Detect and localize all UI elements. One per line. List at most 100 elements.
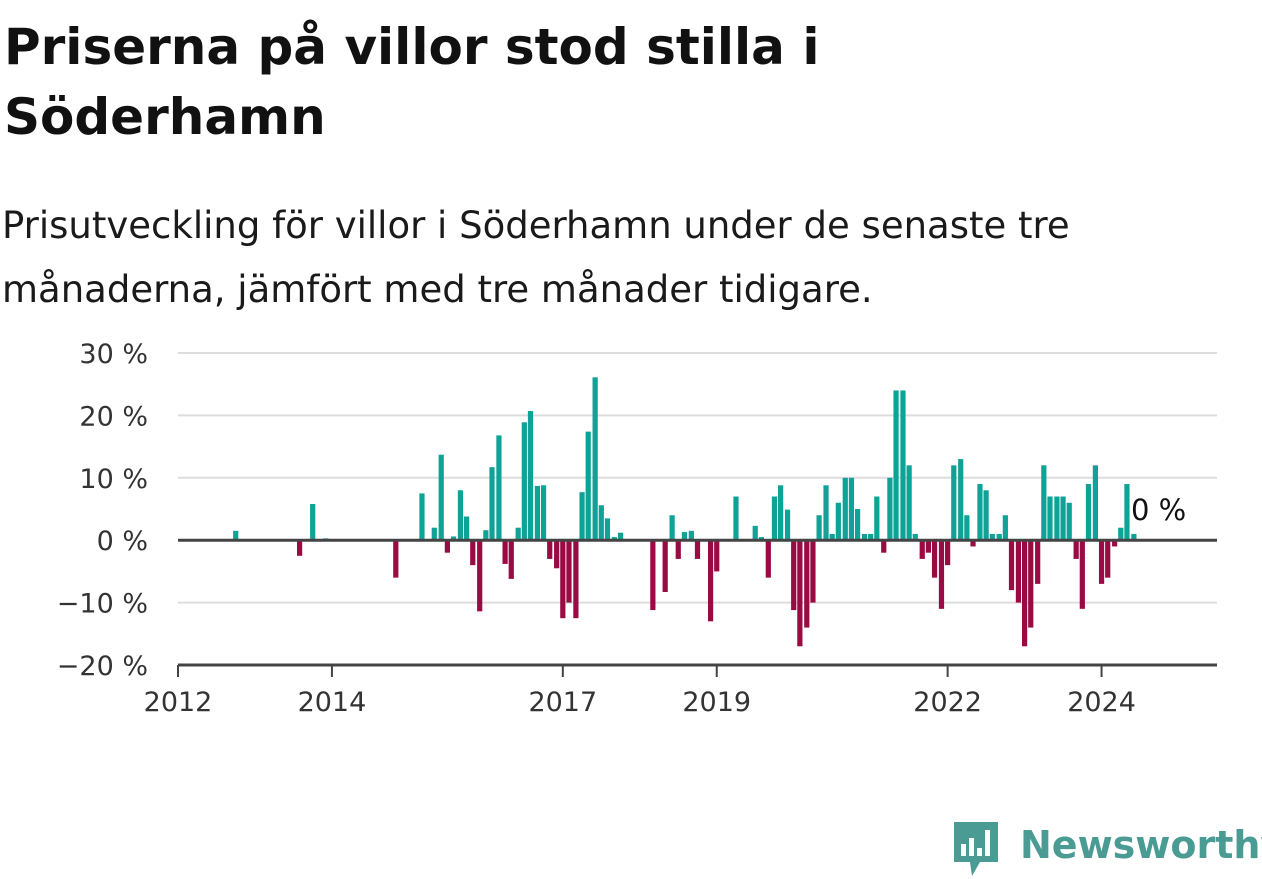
bar bbox=[861, 533, 868, 541]
bar bbox=[681, 532, 688, 541]
bar bbox=[810, 540, 816, 603]
bar bbox=[1054, 496, 1060, 541]
bar bbox=[688, 530, 694, 541]
y-tick-label: 0 % bbox=[97, 526, 148, 557]
bar bbox=[938, 540, 945, 609]
bar bbox=[1098, 540, 1105, 584]
bar bbox=[650, 540, 656, 611]
bar bbox=[925, 540, 931, 553]
y-tick-label: −10 % bbox=[57, 589, 148, 620]
bar bbox=[804, 540, 810, 628]
y-tick-label: 20 % bbox=[79, 401, 148, 432]
bar bbox=[1066, 502, 1072, 541]
bar bbox=[771, 496, 778, 541]
bar bbox=[881, 540, 887, 553]
bar bbox=[527, 411, 534, 541]
bar bbox=[393, 540, 399, 578]
bar bbox=[438, 454, 444, 541]
grid-lines bbox=[178, 352, 1217, 604]
newsworthy-logo[interactable]: Newsworthy bbox=[950, 820, 1262, 878]
tick-labels: −20 % −10 % 0 % 10 % 20 % 30 % 2012 2014 2017 201… bbox=[57, 339, 1189, 718]
bar bbox=[707, 540, 714, 622]
bar bbox=[496, 435, 502, 541]
bar bbox=[554, 540, 560, 569]
bar bbox=[931, 540, 938, 578]
bar bbox=[829, 533, 835, 541]
bar bbox=[989, 533, 995, 541]
bar bbox=[868, 533, 874, 541]
bar bbox=[419, 493, 425, 541]
y-tick-label: −20 % bbox=[57, 651, 148, 682]
bar bbox=[983, 490, 989, 541]
bar bbox=[1002, 515, 1008, 541]
bar bbox=[887, 477, 893, 541]
bar bbox=[534, 485, 541, 541]
bar bbox=[1079, 540, 1085, 609]
axes bbox=[177, 538, 1217, 677]
bar bbox=[854, 509, 861, 541]
bar bbox=[585, 431, 591, 541]
bar bbox=[1124, 484, 1130, 541]
bar bbox=[977, 484, 983, 541]
bar bbox=[579, 492, 585, 541]
bar bbox=[1041, 465, 1047, 541]
bar bbox=[560, 540, 566, 619]
bar bbox=[784, 509, 791, 541]
bar bbox=[611, 537, 617, 541]
bar bbox=[874, 496, 880, 541]
bar bbox=[662, 540, 668, 592]
chart-title: Priserna på villor stod stilla i Söderha… bbox=[4, 18, 820, 146]
bar bbox=[906, 465, 912, 541]
bar bbox=[604, 518, 611, 541]
bar bbox=[996, 533, 1002, 541]
bar bbox=[842, 477, 848, 541]
bars bbox=[233, 377, 1137, 647]
bar bbox=[431, 527, 437, 541]
bar bbox=[444, 540, 450, 553]
bar bbox=[752, 525, 758, 541]
bar bbox=[540, 485, 547, 541]
bar bbox=[483, 530, 489, 541]
chart-subtitle: Prisutveckling för villor i Söderhamn un… bbox=[2, 204, 1070, 311]
bar bbox=[1060, 496, 1066, 541]
bar bbox=[848, 477, 855, 541]
x-tick-label: 2019 bbox=[682, 687, 751, 718]
bar bbox=[547, 540, 553, 559]
bar bbox=[1028, 540, 1034, 628]
bar bbox=[515, 527, 521, 541]
bar bbox=[310, 504, 316, 541]
bar bbox=[964, 515, 970, 541]
bar bbox=[694, 540, 701, 559]
bar bbox=[1112, 540, 1118, 547]
bar bbox=[464, 516, 470, 541]
bar bbox=[912, 533, 918, 541]
bar-chart: −20 % −10 % 0 % 10 % 20 % 30 % 2012 2014 2017 201… bbox=[57, 339, 1217, 718]
y-tick-label: 10 % bbox=[79, 464, 148, 495]
bar bbox=[733, 496, 739, 541]
bar bbox=[791, 540, 797, 611]
bar bbox=[1015, 540, 1022, 603]
bar bbox=[893, 390, 899, 541]
bar bbox=[489, 467, 495, 541]
bar bbox=[1008, 540, 1015, 591]
bar bbox=[1118, 527, 1124, 541]
bar bbox=[714, 540, 720, 572]
bar bbox=[502, 540, 508, 564]
end-value-label: 0 % bbox=[1131, 493, 1186, 527]
bar bbox=[816, 515, 822, 541]
bar bbox=[900, 390, 906, 541]
x-tick-label: 2014 bbox=[298, 687, 367, 718]
bar bbox=[675, 540, 681, 559]
x-tick-label: 2022 bbox=[913, 687, 982, 718]
x-tick-label: 2024 bbox=[1067, 687, 1136, 718]
bar bbox=[951, 465, 957, 541]
bar bbox=[598, 505, 604, 541]
bar bbox=[1021, 540, 1028, 647]
bar bbox=[919, 540, 925, 559]
newsworthy-logo-icon bbox=[954, 822, 998, 876]
bar bbox=[835, 502, 841, 541]
bar bbox=[669, 515, 675, 541]
bar bbox=[477, 540, 483, 612]
bar bbox=[508, 540, 514, 579]
bar bbox=[1073, 540, 1079, 559]
